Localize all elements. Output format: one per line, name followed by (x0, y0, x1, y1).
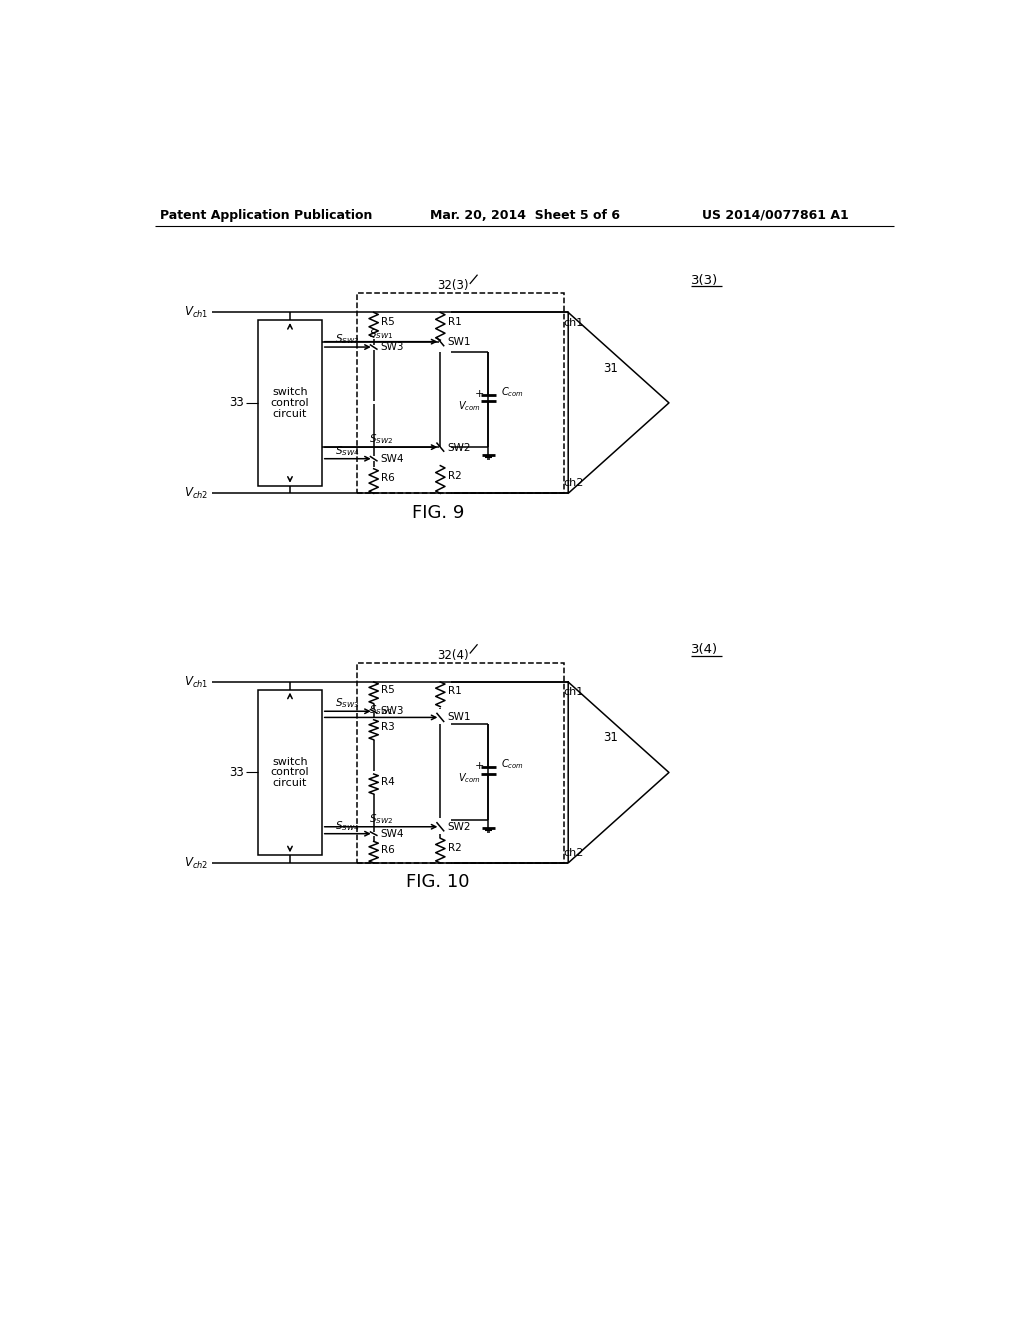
Text: SW3: SW3 (381, 342, 404, 352)
Text: switch: switch (272, 756, 308, 767)
Text: R3: R3 (381, 722, 395, 733)
Text: $S_{SW1}$: $S_{SW1}$ (369, 702, 393, 717)
Bar (356, 293, 564, 494)
Text: R2: R2 (449, 471, 462, 480)
Text: +: + (474, 760, 483, 771)
Text: ch2: ch2 (563, 478, 584, 488)
Text: control: control (270, 397, 309, 408)
Text: $V_{com}$: $V_{com}$ (458, 399, 480, 413)
Text: SW1: SW1 (447, 338, 471, 347)
Text: 31: 31 (603, 362, 618, 375)
Text: $C_{com}$: $C_{com}$ (501, 758, 523, 771)
Text: ch1: ch1 (563, 318, 584, 327)
Text: 3(4): 3(4) (690, 643, 718, 656)
Text: SW2: SW2 (447, 444, 471, 453)
Text: $C_{com}$: $C_{com}$ (501, 385, 523, 399)
Text: Patent Application Publication: Patent Application Publication (160, 209, 372, 222)
Text: R1: R1 (449, 686, 462, 696)
Text: $S_{SW2}$: $S_{SW2}$ (369, 812, 393, 826)
Text: $V_{ch1}$: $V_{ch1}$ (184, 305, 209, 319)
Text: SW3: SW3 (381, 706, 404, 717)
Text: R2: R2 (449, 842, 462, 853)
Text: circuit: circuit (272, 779, 307, 788)
Text: R5: R5 (381, 685, 395, 696)
Text: $S_{SW3}$: $S_{SW3}$ (336, 697, 359, 710)
Text: SW1: SW1 (447, 713, 471, 722)
Text: control: control (270, 767, 309, 777)
Text: R5: R5 (381, 317, 395, 326)
Text: $V_{ch1}$: $V_{ch1}$ (184, 675, 209, 689)
Text: ch2: ch2 (563, 847, 584, 858)
Text: $S_{SW1}$: $S_{SW1}$ (369, 327, 393, 341)
Text: R1: R1 (449, 317, 462, 327)
Text: 33: 33 (229, 396, 245, 409)
Text: $V_{ch2}$: $V_{ch2}$ (184, 486, 209, 500)
Text: ch1: ch1 (563, 688, 584, 697)
Text: $S_{SW3}$: $S_{SW3}$ (336, 333, 359, 346)
Text: Mar. 20, 2014  Sheet 5 of 6: Mar. 20, 2014 Sheet 5 of 6 (430, 209, 620, 222)
Text: 32(3): 32(3) (437, 279, 468, 292)
Text: 32(4): 32(4) (437, 648, 469, 661)
Text: 33: 33 (229, 766, 245, 779)
Text: R6: R6 (381, 845, 395, 855)
Text: FIG. 10: FIG. 10 (407, 874, 470, 891)
Text: +: + (474, 388, 483, 399)
Text: FIG. 9: FIG. 9 (412, 504, 464, 521)
Text: SW4: SW4 (381, 829, 404, 838)
Text: $V_{com}$: $V_{com}$ (458, 771, 480, 785)
Text: 31: 31 (603, 731, 618, 744)
Text: R4: R4 (381, 776, 395, 787)
Text: $V_{ch2}$: $V_{ch2}$ (184, 855, 209, 870)
Text: circuit: circuit (272, 409, 307, 418)
Text: SW4: SW4 (381, 454, 404, 463)
Text: 3(3): 3(3) (690, 273, 718, 286)
Bar (356, 663, 564, 863)
Text: $S_{SW4}$: $S_{SW4}$ (336, 820, 360, 833)
Text: $S_{SW4}$: $S_{SW4}$ (336, 444, 360, 458)
Text: US 2014/0077861 A1: US 2014/0077861 A1 (701, 209, 849, 222)
Text: $S_{SW2}$: $S_{SW2}$ (369, 433, 393, 446)
Bar (258, 689, 322, 855)
Text: SW2: SW2 (447, 822, 471, 832)
Text: R6: R6 (381, 473, 395, 483)
Bar (258, 321, 322, 486)
Text: switch: switch (272, 387, 308, 397)
